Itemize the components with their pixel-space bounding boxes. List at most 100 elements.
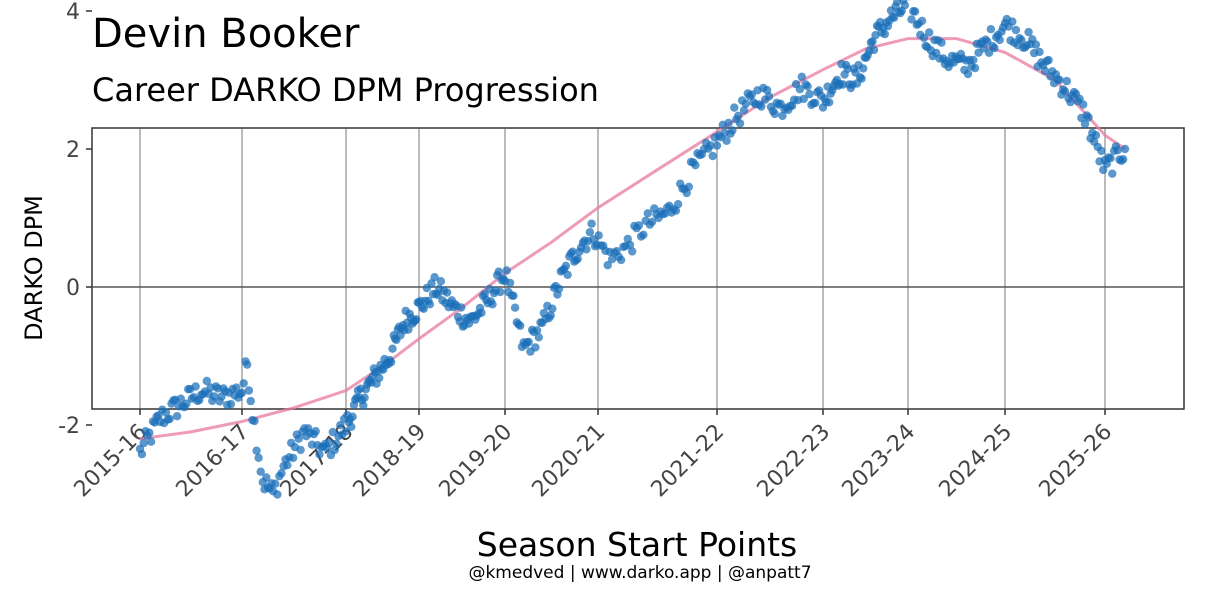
data-point [1080,119,1090,129]
data-point [795,85,805,94]
data-point [273,490,282,499]
data-point [730,103,739,112]
data-point [546,311,555,320]
data-point [889,13,899,22]
data-point [477,308,486,317]
chart-title: Devin Booker [92,11,360,57]
data-point [770,109,779,119]
data-point [634,221,644,230]
data-point [505,278,515,288]
x-tick-label: 2021-22 [647,420,730,503]
data-point [970,63,980,73]
x-tick-label: 2019-20 [435,420,518,503]
data-point [531,343,540,352]
data-point [425,300,435,309]
data-point [757,102,766,111]
data-point [919,33,929,42]
data-point [893,0,902,6]
x-tick-label: 2024-25 [935,420,1018,503]
data-point [907,15,916,24]
x-axis-title: Season Start Points [477,525,798,564]
data-point [430,273,439,282]
data-point [1035,47,1044,57]
y-tick-label: 4 [66,0,80,25]
data-point [803,82,812,91]
data-point [986,25,996,34]
data-point [741,99,751,109]
data-point [488,300,497,309]
data-point [673,200,683,209]
data-point [161,408,171,417]
data-point [176,394,185,403]
data-point [639,230,648,239]
data-point [172,412,182,421]
data-point [360,393,369,402]
data-point [603,261,612,270]
data-point [244,386,254,395]
data-point [937,38,946,47]
x-tick-label: 2022-23 [753,420,836,503]
data-point [594,231,603,240]
x-tick-label: 2015-16 [70,420,153,503]
data-point [336,421,345,430]
data-point [311,427,320,436]
data-point [778,111,787,121]
x-tick-label: 2020-21 [528,420,611,503]
data-point [1031,40,1041,49]
data-point [587,219,596,228]
data-point [1008,17,1017,26]
data-point [735,119,745,128]
data-point [1084,113,1093,122]
data-point [708,151,717,161]
data-point [647,217,657,226]
data-point [843,64,852,74]
data-point [388,344,397,353]
data-point [859,64,868,73]
data-point [202,376,211,386]
data-point [494,267,503,276]
x-tick-label: 2023-24 [838,420,921,503]
data-point [436,277,446,286]
data-point [1066,97,1075,107]
data-point [857,74,866,83]
data-point [1097,146,1106,156]
data-point [324,438,334,448]
data-point [457,303,466,312]
data-point [880,29,889,39]
data-point [1024,27,1033,37]
data-point [262,473,271,482]
data-point [330,445,339,455]
data-point [442,288,452,297]
data-point [226,399,236,409]
data-point [582,245,591,254]
data-point [868,37,877,46]
data-point [762,85,772,95]
data-point [563,270,572,279]
data-point [561,261,571,270]
y-tick-label: 0 [66,276,80,301]
chart-subtitle: Career DARKO DPM Progression [92,71,599,109]
data-point [146,437,156,446]
data-point [643,209,652,218]
data-point [191,382,200,391]
data-point [573,254,582,263]
data-point [554,284,564,293]
data-point [502,266,511,275]
data-point [315,450,324,459]
data-point [805,89,814,99]
data-point [1040,66,1050,76]
data-point [532,326,542,335]
data-point [616,255,626,265]
data-point [995,35,1004,45]
data-point [1044,55,1053,65]
data-point [271,479,280,488]
data-point [706,141,715,150]
x-tick-label: 2018-19 [349,420,432,503]
data-point [734,111,743,121]
data-point [254,453,263,462]
data-point [990,43,999,53]
data-point [237,388,247,398]
data-point [509,291,518,300]
